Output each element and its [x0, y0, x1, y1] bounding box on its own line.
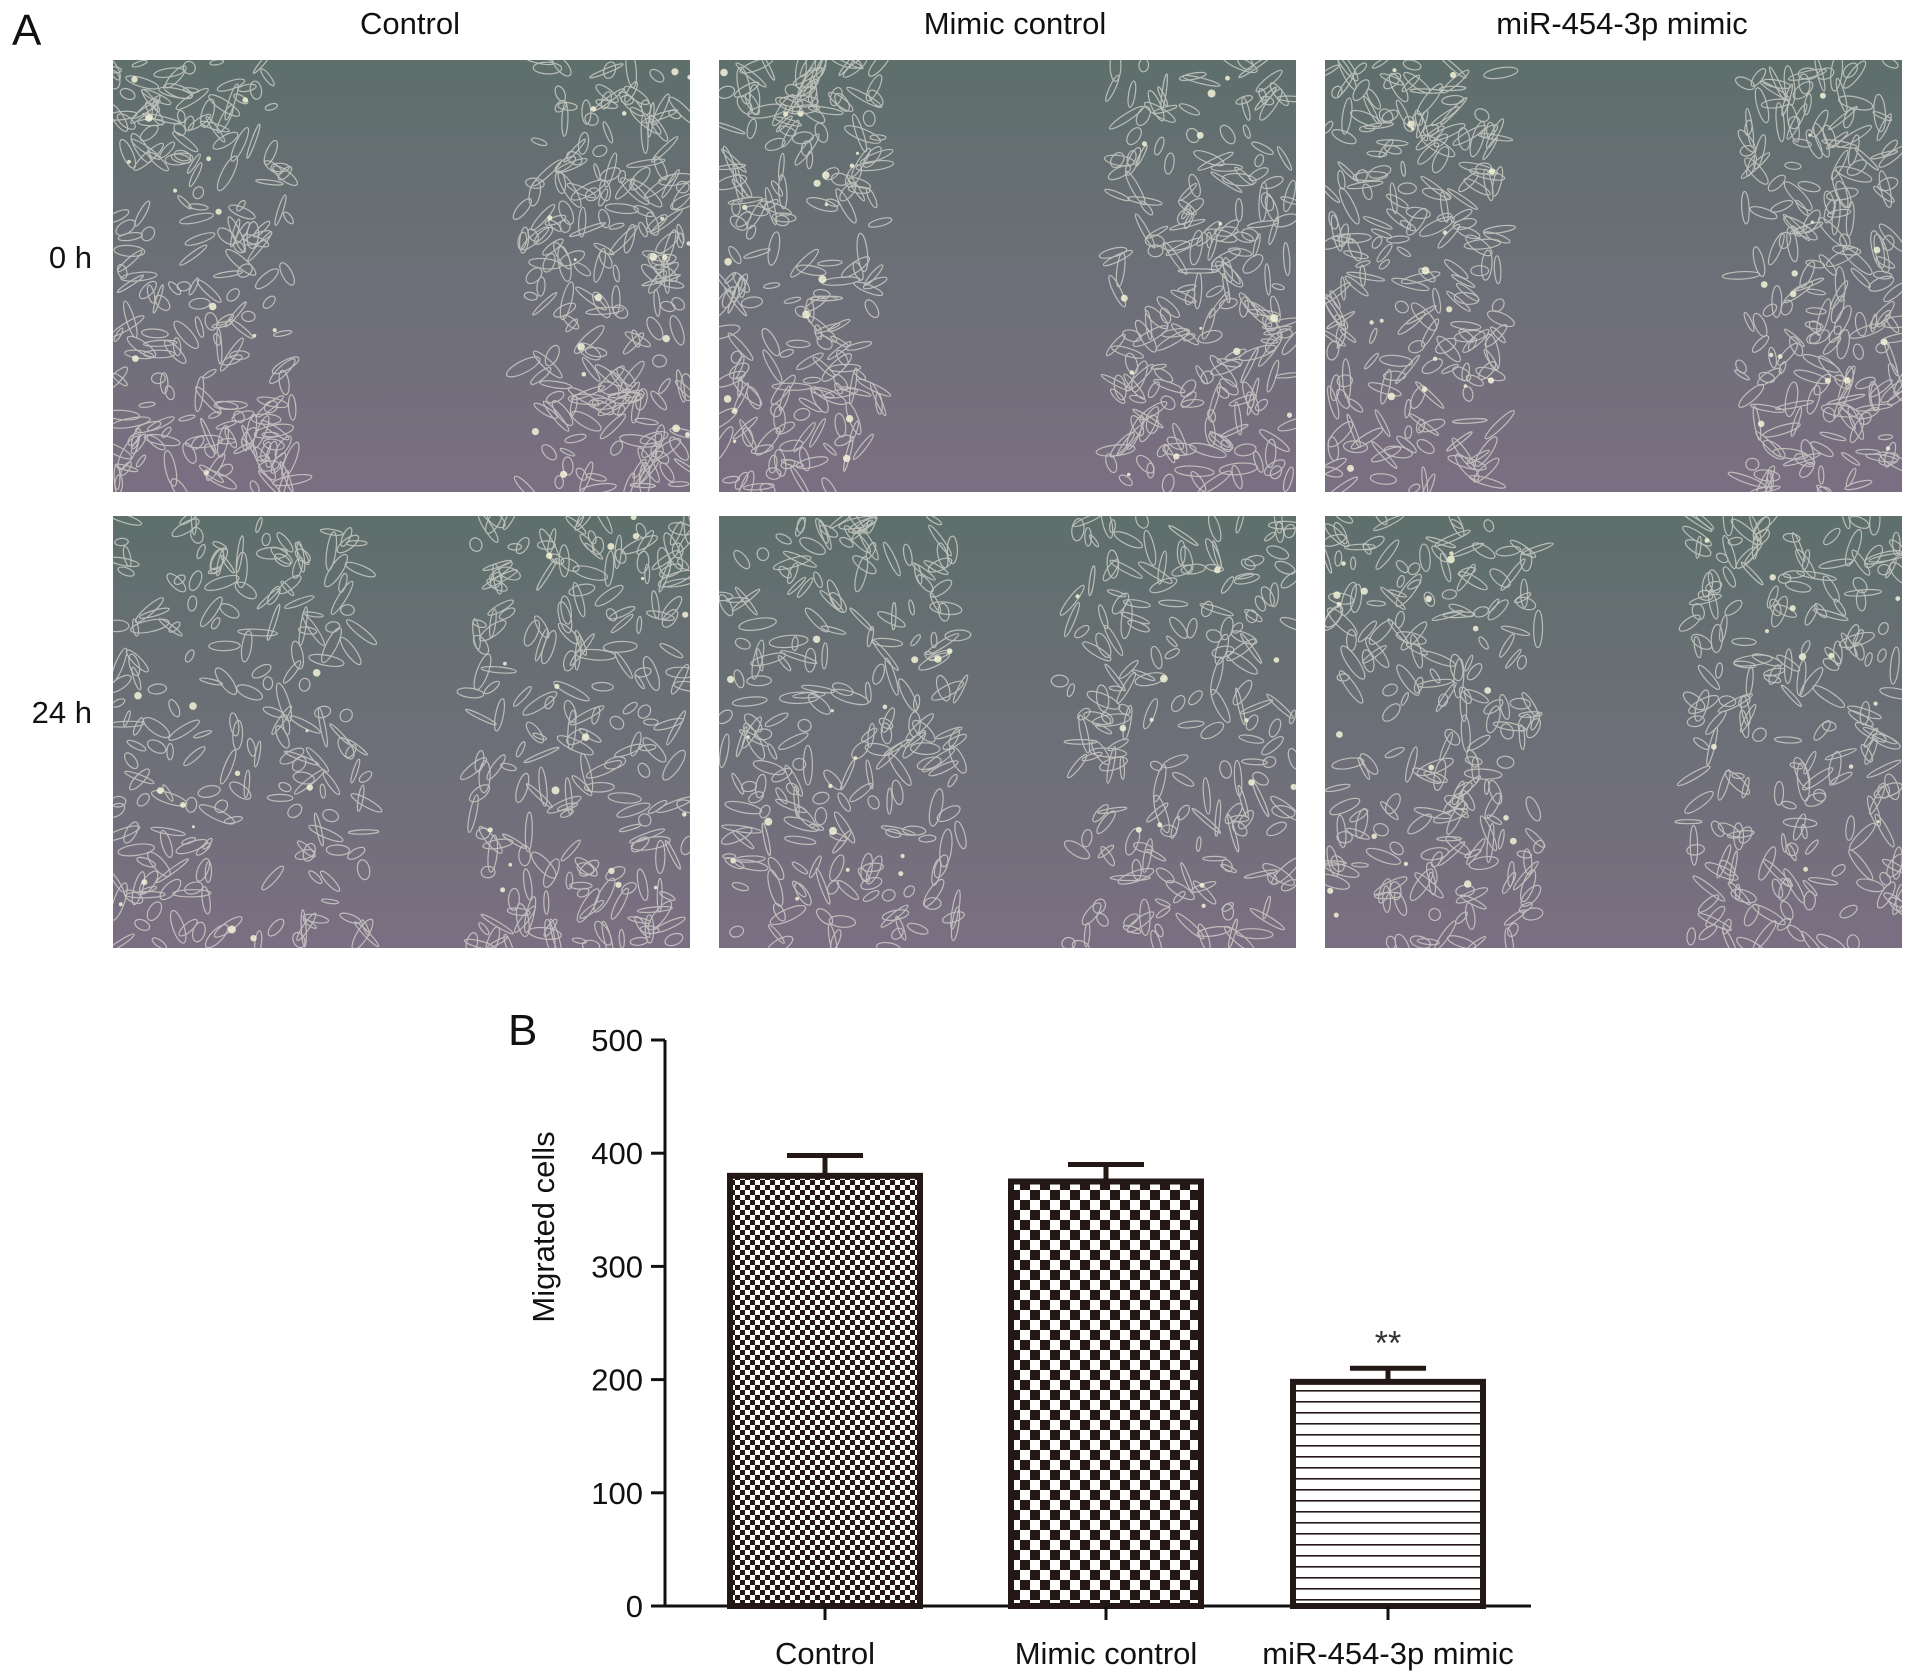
y-tick-label: 400	[591, 1136, 643, 1171]
micrograph-control-24h	[113, 516, 690, 948]
y-tick-label: 0	[626, 1589, 643, 1624]
panel-b-letter: B	[508, 1006, 538, 1055]
bar-0	[727, 1172, 923, 1609]
micrograph-mir-mimic-24h	[1325, 516, 1902, 948]
row-label-24h: 24 h	[31, 695, 92, 730]
column-title-control: Control	[360, 6, 460, 41]
bar-1	[1008, 1178, 1204, 1609]
micrograph-mimic-control-24h	[719, 516, 1296, 948]
bar-chart: Migrated cells 0 100 200 300 400 500 Control Mi…	[526, 1023, 1531, 1671]
x-tick-label: miR-454-3p mimic	[1262, 1636, 1513, 1671]
column-title-mimic-control: Mimic control	[923, 6, 1107, 41]
y-tick-label: 200	[591, 1363, 643, 1398]
row-label-0h: 0 h	[48, 240, 92, 275]
y-tick-label: 300	[591, 1249, 643, 1284]
column-title-mir-mimic: miR-454-3p mimic	[1496, 6, 1748, 41]
x-tick-label: Mimic control	[1015, 1636, 1198, 1671]
y-axis-label: Migrated cells	[526, 1131, 561, 1322]
micrograph-mimic-control-0h	[719, 60, 1296, 492]
micrograph-mir-mimic-0h	[1325, 60, 1902, 492]
micrograph-control-0h	[113, 60, 690, 492]
x-tick-label: Control	[775, 1636, 875, 1671]
significance-annotation: **	[1375, 1324, 1401, 1362]
bar-2	[1290, 1378, 1486, 1610]
y-tick-label: 500	[591, 1023, 643, 1058]
y-tick-label: 100	[591, 1476, 643, 1511]
panel-a-letter: A	[12, 6, 42, 55]
